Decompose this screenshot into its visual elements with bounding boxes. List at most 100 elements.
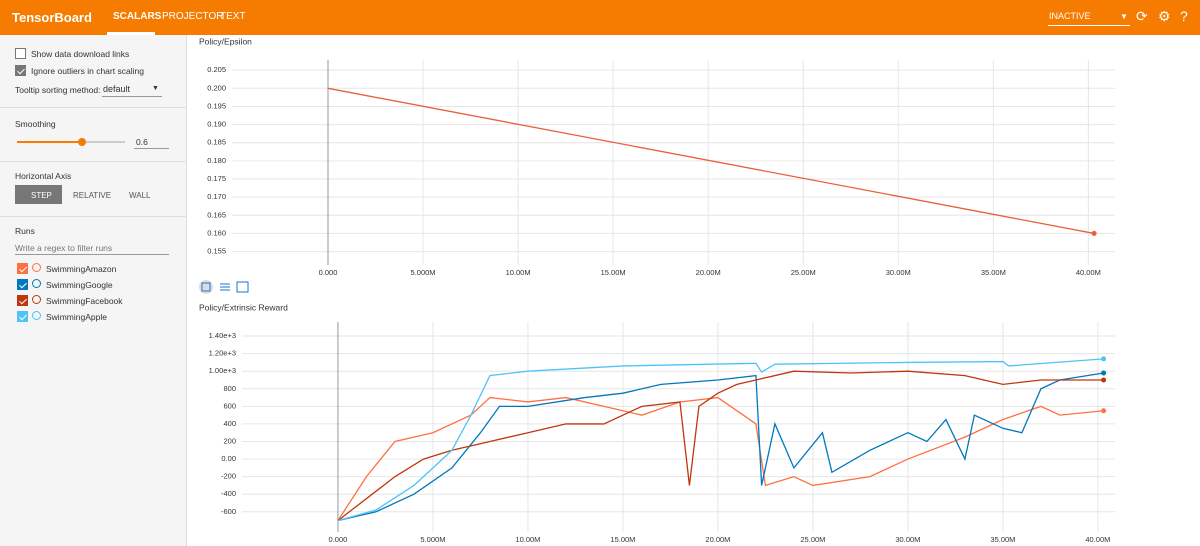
x-tick-label: 30.00M (895, 535, 920, 544)
log-icon[interactable] (220, 283, 230, 291)
x-tick-label: 40.00M (1076, 268, 1101, 277)
series-line (337, 358, 1104, 522)
x-tick-label: 0.000 (329, 535, 348, 544)
x-tick-label: 5.000M (420, 535, 445, 544)
run-name: SwimmingFacebook (46, 296, 123, 306)
smoothing-slider[interactable] (17, 138, 125, 146)
separator (0, 161, 186, 162)
tooltip-label: Tooltip sorting method: (15, 85, 101, 95)
runs-label: Runs (15, 226, 35, 236)
y-tick-label: 400 (223, 419, 236, 428)
axis-option[interactable]: RELATIVE (73, 191, 112, 200)
chart-title: Policy/Extrinsic Reward (199, 302, 288, 312)
y-tick-label: 0.165 (207, 210, 226, 219)
runs-filter[interactable]: Write a regex to filter runs (15, 243, 113, 253)
x-tick-label: 5.000M (411, 268, 436, 277)
y-tick-label: 1.20e+3 (209, 349, 236, 358)
help-icon[interactable]: ? (1180, 8, 1188, 24)
sidebar: Show data download links Ignore outliers… (0, 35, 187, 546)
y-tick-label: 0.200 (207, 83, 226, 92)
x-tick-label: 35.00M (981, 268, 1006, 277)
end-point (1101, 408, 1107, 414)
y-tick-label: -600 (221, 507, 236, 516)
slider-fill (17, 141, 82, 143)
run-checkbox[interactable] (17, 279, 28, 290)
settings-icon[interactable]: ⚙ (1158, 8, 1171, 24)
tooltip-select[interactable]: default (103, 84, 131, 94)
series-line (337, 396, 1104, 521)
tab[interactable]: SCALARS (113, 11, 162, 22)
tab[interactable]: PROJECTOR (162, 11, 224, 22)
y-tick-label: 0.190 (207, 120, 226, 129)
end-point (1101, 356, 1107, 362)
y-tick-label: 1.00e+3 (209, 366, 236, 375)
status-select[interactable]: INACTIVE (1049, 11, 1091, 21)
expand-button[interactable] (199, 280, 213, 294)
run-color[interactable] (32, 295, 41, 304)
slider-knob[interactable] (77, 138, 86, 146)
x-tick-label: 15.00M (610, 535, 635, 544)
chart-controls (199, 280, 249, 294)
option-label: Show data download links (31, 49, 130, 59)
x-tick-label: 15.00M (601, 268, 626, 277)
smoothing-value[interactable]: 0.6 (136, 137, 148, 147)
x-tick-label: 10.00M (506, 268, 531, 277)
y-tick-label: -400 (221, 489, 236, 498)
x-tick-label: 10.00M (515, 535, 540, 544)
y-tick-label: 0.185 (207, 138, 226, 147)
y-tick-label: 1.40e+3 (209, 331, 236, 340)
tab-indicator (107, 32, 155, 35)
tab[interactable]: TEXT (220, 11, 246, 22)
filter-underline (15, 254, 169, 255)
input-underline (134, 148, 169, 149)
end-point (1091, 230, 1097, 236)
axis-option[interactable]: STEP (31, 191, 52, 200)
chart-title: Policy/Epsilon (199, 36, 252, 46)
axis-button-active (15, 185, 62, 204)
axis-option[interactable]: WALL (129, 191, 151, 200)
y-tick-label: 600 (223, 401, 236, 410)
run-color[interactable] (32, 263, 41, 272)
end-point (1101, 370, 1107, 376)
header: TensorBoard SCALARS PROJECTOR TEXT INACT… (0, 0, 1200, 35)
run-name: SwimmingApple (46, 312, 107, 322)
separator (0, 216, 186, 217)
x-tick-label: 35.00M (990, 535, 1015, 544)
separator (0, 107, 186, 108)
smoothing-label: Smoothing (15, 119, 56, 129)
run-name: SwimmingAmazon (46, 264, 117, 274)
fit-icon[interactable] (236, 281, 249, 293)
axis-label: Horizontal Axis (15, 171, 72, 181)
y-tick-label: -200 (221, 472, 236, 481)
x-tick-label: 25.00M (800, 535, 825, 544)
run-checkbox[interactable] (17, 311, 28, 322)
run-checkbox[interactable] (17, 263, 28, 274)
y-tick-label: 0.175 (207, 174, 226, 183)
expand-icon (201, 282, 211, 292)
y-tick-label: 200 (223, 436, 236, 445)
dropdown-arrow: ▼ (152, 85, 159, 92)
run-name: SwimmingGoogle (46, 280, 113, 290)
dropdown-arrow: ▼ (1120, 12, 1128, 21)
run-checkbox[interactable] (17, 295, 28, 306)
run-color[interactable] (32, 311, 41, 320)
charts-area: Policy/Epsilon 0.205 0.200 0.195 0.190 0.185 0… (199, 36, 1115, 544)
select-underline (102, 96, 162, 97)
y-tick-label: 0.155 (207, 247, 226, 256)
checkbox[interactable] (15, 48, 26, 59)
y-tick-label: 0.180 (207, 156, 226, 165)
x-tick-label: 0.000 (319, 268, 338, 277)
series-line (337, 372, 1104, 522)
x-tick-label: 30.00M (886, 268, 911, 277)
y-tick-label: 0.195 (207, 101, 226, 110)
select-underline (1048, 25, 1130, 26)
x-tick-label: 40.00M (1085, 535, 1110, 544)
y-tick-label: 800 (223, 384, 236, 393)
x-tick-label: 20.00M (696, 268, 721, 277)
checkbox[interactable] (15, 65, 26, 76)
reload-icon[interactable]: ⟳ (1136, 8, 1148, 24)
y-tick-label: 0.160 (207, 228, 226, 237)
run-color[interactable] (32, 279, 41, 288)
y-tick-label: 0.205 (207, 65, 226, 74)
